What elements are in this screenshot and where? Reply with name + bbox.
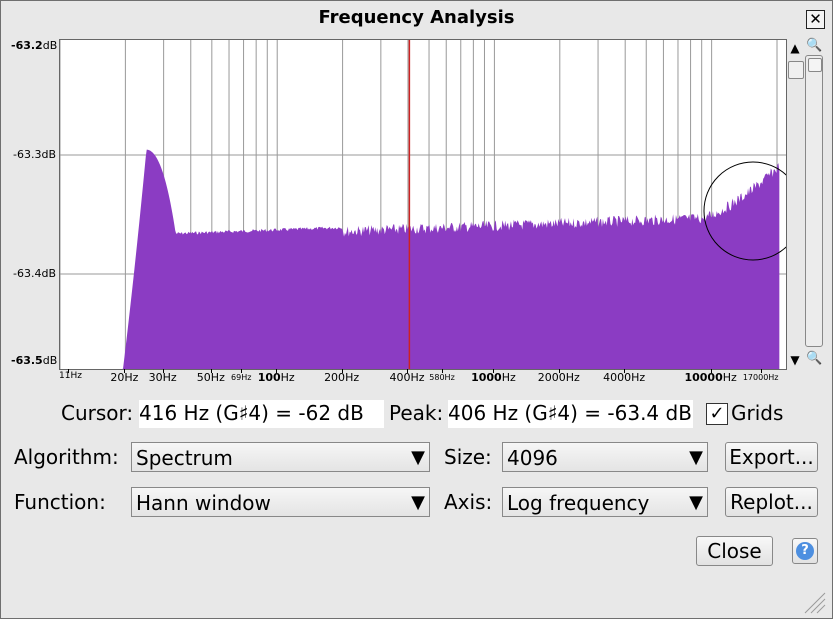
x-tick-label: 1000Hz — [471, 371, 516, 384]
chevron-down-icon: ▼ — [411, 447, 425, 468]
algorithm-select[interactable]: Spectrum ▼ — [131, 442, 430, 472]
chevron-down-icon: ▼ — [689, 492, 703, 513]
y-label-bottom: -63.5dB — [11, 354, 58, 367]
x-tick — [124, 369, 126, 373]
x-tick — [341, 369, 343, 373]
scroll-thumb[interactable] — [788, 61, 804, 79]
x-tick-label: 100Hz — [257, 371, 295, 384]
x-tick-label: 69Hz — [231, 373, 252, 382]
spectrum-fill — [115, 149, 780, 369]
grids-checkbox[interactable]: ✓ — [706, 403, 728, 425]
x-tick — [624, 369, 626, 373]
x-tick — [67, 369, 69, 373]
algorithm-label: Algorithm: — [14, 445, 119, 469]
resize-grip-icon[interactable] — [801, 589, 827, 615]
axis-value: Log frequency — [507, 491, 650, 515]
size-select[interactable]: 4096 ▼ — [502, 442, 708, 472]
zoom-slider[interactable] — [805, 55, 823, 347]
x-tick — [241, 369, 243, 373]
spectrum-svg — [60, 40, 786, 369]
scroll-up-icon[interactable]: ▲ — [790, 41, 800, 55]
x-tick-label: 10000Hz — [684, 371, 737, 384]
x-tick — [710, 369, 712, 373]
x-tick — [442, 369, 444, 373]
peak-label: Peak: — [389, 401, 444, 425]
chevron-down-icon: ▼ — [689, 447, 703, 468]
x-tick-label: 11Hz — [59, 371, 82, 381]
x-tick-label: 17000Hz — [742, 373, 779, 382]
cursor-label: Cursor: — [61, 401, 134, 425]
x-tick-label: 20Hz — [110, 371, 139, 384]
chevron-down-icon: ▼ — [411, 492, 425, 513]
axis-select[interactable]: Log frequency ▼ — [502, 487, 708, 517]
cursor-readout: 416 Hz (G♯4) = -62 dB — [139, 400, 384, 428]
zoom-out-icon[interactable]: 🔍 — [806, 351, 823, 366]
help-button[interactable]: ? — [792, 538, 818, 564]
spectrum-plot[interactable] — [59, 39, 787, 370]
size-value: 4096 — [507, 446, 558, 470]
scroll-down-icon[interactable]: ▼ — [790, 353, 800, 367]
export-button[interactable]: Export... — [725, 442, 818, 472]
window-close-icon[interactable]: ✕ — [806, 10, 825, 29]
function-value: Hann window — [136, 491, 271, 515]
x-axis: 11Hz 20Hz 30Hz 50Hz 69Hz 100Hz 200Hz 400Hz 580Hz… — [59, 369, 785, 391]
x-tick — [558, 369, 560, 373]
algorithm-value: Spectrum — [136, 446, 233, 470]
highlight-circle — [703, 161, 786, 261]
grids-label: Grids — [731, 401, 784, 425]
x-tick-label: 2000Hz — [537, 371, 580, 384]
x-tick-label: 4000Hz — [603, 371, 646, 384]
zoom-slider-thumb[interactable] — [808, 58, 822, 72]
x-tick — [276, 369, 278, 373]
x-tick-label: 30Hz — [148, 371, 177, 384]
function-select[interactable]: Hann window ▼ — [131, 487, 430, 517]
x-tick — [406, 369, 408, 373]
size-label: Size: — [444, 445, 492, 469]
axis-label: Axis: — [444, 490, 493, 514]
x-tick-label: 580Hz — [429, 373, 455, 382]
y-label-2: -63.3dB — [13, 148, 56, 161]
zoom-in-icon[interactable]: 🔍 — [806, 38, 823, 53]
x-tick-label: 200Hz — [324, 371, 360, 384]
replot-button[interactable]: Replot... — [725, 487, 818, 517]
x-tick-label: 400Hz — [389, 371, 425, 384]
x-tick-label: 50Hz — [196, 371, 225, 384]
x-tick — [493, 369, 495, 373]
vertical-scrollbar[interactable]: ▲ ▼ — [786, 39, 804, 369]
close-button[interactable]: Close — [696, 536, 773, 566]
function-label: Function: — [14, 490, 106, 514]
y-label-3: -63.4dB — [13, 267, 56, 280]
help-icon: ? — [796, 542, 814, 560]
window-title: Frequency Analysis — [318, 7, 515, 28]
x-tick — [162, 369, 164, 373]
y-label-top: -63.2dB — [11, 39, 58, 52]
x-tick — [210, 369, 212, 373]
peak-readout: 406 Hz (G♯4) = -63.4 dB — [448, 400, 693, 428]
x-tick — [760, 369, 762, 373]
